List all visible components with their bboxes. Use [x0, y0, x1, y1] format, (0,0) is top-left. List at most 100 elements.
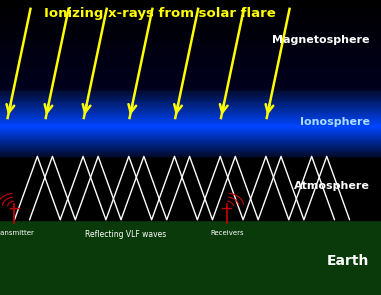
- Bar: [0, 66, 381, 69]
- Text: Reflecting VLF waves: Reflecting VLF waves: [85, 230, 166, 239]
- Bar: [0, 153, 381, 154]
- Bar: [0, 62, 381, 64]
- Bar: [0, 116, 381, 117]
- Bar: [0, 94, 381, 95]
- Bar: [0, 15, 381, 18]
- Bar: [0, 105, 381, 106]
- Bar: [0, 111, 381, 112]
- Bar: [0, 124, 381, 125]
- Bar: [0, 154, 381, 155]
- Bar: [0, 125, 381, 126]
- Bar: [0, 147, 381, 148]
- Bar: [0, 220, 381, 295]
- Bar: [0, 141, 381, 142]
- Bar: [0, 92, 381, 93]
- Bar: [0, 133, 381, 134]
- Bar: [0, 156, 381, 220]
- Bar: [0, 120, 381, 122]
- Bar: [0, 95, 381, 96]
- Bar: [0, 33, 381, 35]
- Bar: [0, 0, 381, 2]
- Bar: [0, 140, 381, 141]
- Bar: [0, 4, 381, 6]
- Bar: [0, 29, 381, 31]
- Text: Ionizing x-rays from solar flare: Ionizing x-rays from solar flare: [44, 7, 276, 20]
- Bar: [0, 113, 381, 114]
- Bar: [0, 37, 381, 40]
- Bar: [0, 57, 381, 60]
- Bar: [0, 126, 381, 127]
- Bar: [0, 155, 381, 156]
- Bar: [0, 126, 381, 127]
- Bar: [0, 82, 381, 84]
- Text: Atmosphere: Atmosphere: [294, 181, 370, 191]
- Bar: [0, 137, 381, 138]
- Bar: [0, 102, 381, 103]
- Bar: [0, 151, 381, 152]
- Bar: [0, 101, 381, 102]
- Bar: [0, 153, 381, 155]
- Bar: [0, 60, 381, 62]
- Bar: [0, 144, 381, 145]
- Bar: [0, 104, 381, 106]
- Bar: [0, 145, 381, 146]
- Bar: [0, 110, 381, 112]
- Bar: [0, 77, 381, 80]
- Bar: [0, 9, 381, 11]
- Bar: [0, 150, 381, 151]
- Bar: [0, 91, 381, 92]
- Bar: [0, 13, 381, 16]
- Bar: [0, 115, 381, 117]
- Bar: [0, 132, 381, 133]
- Bar: [0, 68, 381, 71]
- Bar: [0, 11, 381, 13]
- Bar: [0, 24, 381, 27]
- Bar: [0, 104, 381, 105]
- Text: Ionosphere: Ionosphere: [299, 117, 370, 127]
- Bar: [0, 139, 381, 140]
- Bar: [0, 88, 381, 89]
- Bar: [0, 73, 381, 75]
- Bar: [0, 17, 381, 20]
- Bar: [0, 112, 381, 113]
- Bar: [0, 75, 381, 78]
- Bar: [0, 137, 381, 139]
- Bar: [0, 148, 381, 149]
- Bar: [0, 6, 381, 9]
- Bar: [0, 53, 381, 55]
- Bar: [0, 127, 381, 128]
- Bar: [0, 108, 381, 109]
- Bar: [0, 99, 381, 100]
- Bar: [0, 146, 381, 147]
- Bar: [0, 118, 381, 119]
- Bar: [0, 31, 381, 33]
- Text: Earth: Earth: [327, 254, 370, 268]
- Bar: [0, 100, 381, 101]
- Bar: [0, 136, 381, 137]
- Bar: [0, 114, 381, 116]
- Bar: [0, 119, 381, 121]
- Bar: [0, 64, 381, 66]
- Bar: [0, 134, 381, 135]
- Bar: [0, 26, 381, 29]
- Bar: [0, 121, 381, 122]
- Bar: [0, 119, 381, 120]
- Bar: [0, 51, 381, 53]
- Bar: [0, 135, 381, 136]
- Bar: [0, 98, 381, 99]
- Bar: [0, 35, 381, 38]
- Bar: [0, 129, 381, 130]
- Bar: [0, 123, 381, 124]
- Bar: [0, 84, 381, 86]
- Bar: [0, 109, 381, 110]
- Bar: [0, 107, 381, 108]
- Bar: [0, 109, 381, 111]
- Bar: [0, 122, 381, 123]
- Bar: [0, 46, 381, 49]
- Bar: [0, 93, 381, 94]
- Bar: [0, 149, 381, 150]
- Bar: [0, 106, 381, 107]
- Text: Receivers: Receivers: [210, 230, 243, 236]
- Bar: [0, 40, 381, 42]
- Bar: [0, 142, 381, 143]
